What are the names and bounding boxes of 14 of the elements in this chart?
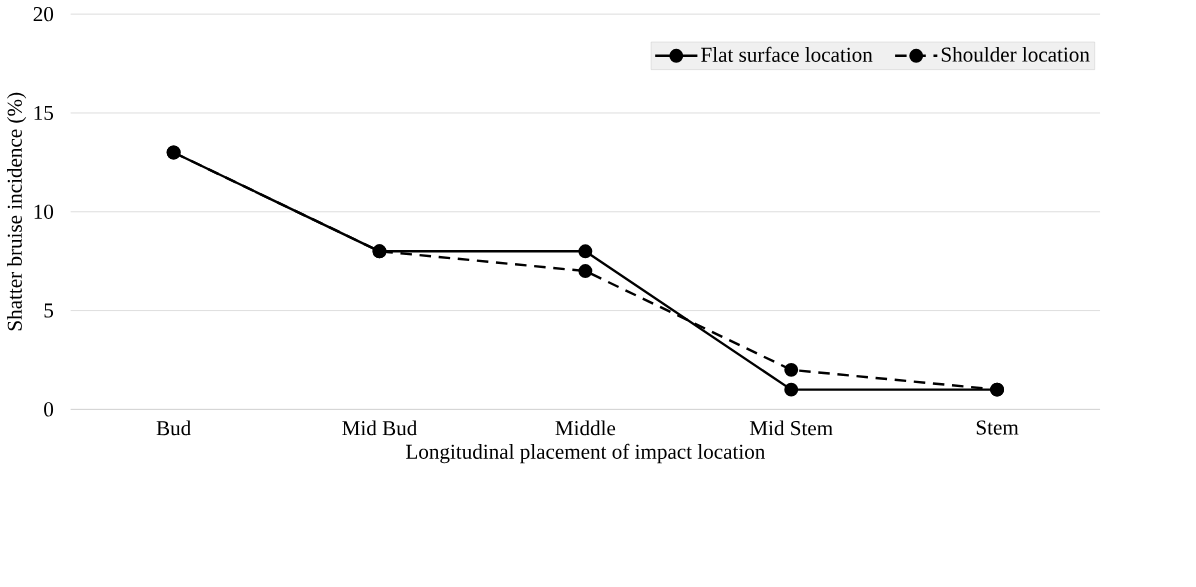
legend-label: Flat surface location bbox=[701, 46, 873, 62]
x-tick-label: Stem bbox=[976, 420, 1019, 435]
y-tick-label: 5 bbox=[44, 303, 54, 318]
x-axis-title: Longitudinal placement of impact location bbox=[406, 443, 766, 464]
y-tick-label: 0 bbox=[44, 402, 54, 417]
y-tick-label: 10 bbox=[34, 204, 54, 219]
x-tick-label: Mid Stem bbox=[749, 420, 833, 436]
y-tick-label: 15 bbox=[34, 105, 54, 120]
y-axis-title: Shatter bruise incidence (%) bbox=[7, 92, 27, 331]
y-tick-label: 20 bbox=[33, 6, 54, 22]
x-tick-label: Mid Bud bbox=[342, 420, 418, 436]
x-tick-label: Middle bbox=[555, 420, 616, 436]
x-tick-label: Bud bbox=[156, 420, 191, 436]
legend-label: Shoulder location bbox=[941, 46, 1090, 62]
